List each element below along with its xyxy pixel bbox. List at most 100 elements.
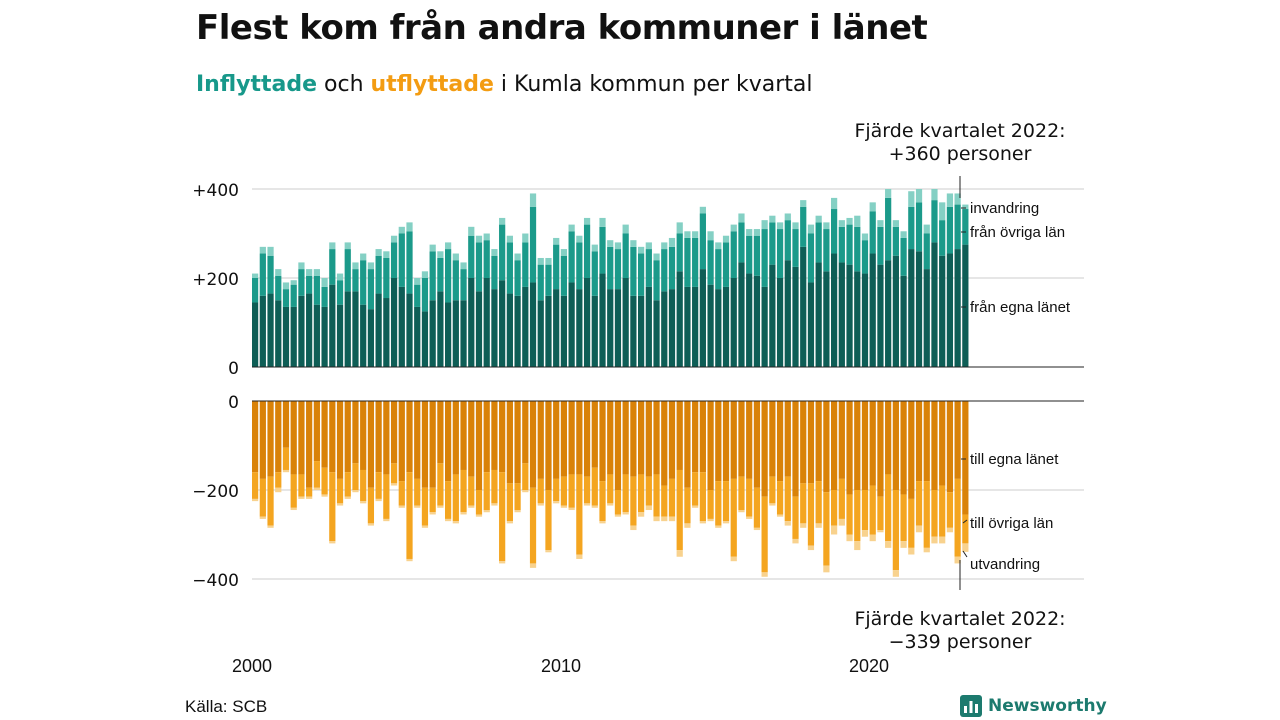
bar-outflow-other-counties (946, 492, 954, 528)
bar-outflow-emigration (915, 525, 923, 533)
bar-outflow-emigration (776, 514, 784, 517)
bar-inflow-immigration (769, 215, 776, 223)
bar-inflow-immigration (638, 246, 645, 254)
bar-inflow-own-county (252, 302, 259, 367)
bar-inflow-other-counties (861, 240, 869, 274)
bar-outflow-other-counties (429, 487, 436, 513)
bar-outflow-other-counties (553, 478, 560, 502)
bar-inflow-other-counties (653, 260, 660, 301)
bar-outflow-own-county (367, 401, 375, 488)
bar-inflow-other-counties (406, 231, 413, 294)
bar-inflow-own-county (491, 289, 498, 367)
bar-outflow-other-counties (800, 483, 807, 524)
bar-outflow-other-counties (321, 467, 328, 495)
bar-outflow-other-counties (259, 478, 266, 517)
bar-outflow-other-counties (522, 463, 529, 490)
bar-inflow-immigration (414, 278, 421, 285)
bar-inflow-own-county (638, 295, 645, 367)
bar-inflow-own-county (962, 244, 969, 367)
bar-inflow-immigration (290, 280, 297, 285)
chart-subtitle: Inflyttade och utflyttade i Kumla kommun… (196, 72, 813, 97)
bar-inflow-immigration (807, 224, 815, 234)
bar-inflow-own-county (553, 289, 560, 367)
bar-inflow-immigration (915, 189, 923, 203)
bar-inflow-immigration (661, 242, 668, 250)
bar-inflow-own-county (545, 295, 552, 367)
bar-inflow-other-counties (769, 222, 776, 265)
bar-outflow-emigration (576, 554, 583, 559)
bar-inflow-own-county (383, 298, 390, 367)
bar-outflow-own-county (313, 401, 320, 462)
bar-outflow-other-counties (738, 476, 745, 511)
bar-inflow-immigration (460, 262, 467, 270)
bar-inflow-own-county (259, 295, 266, 367)
bar-inflow-other-counties (738, 222, 745, 263)
bar-inflow-immigration (645, 242, 652, 250)
bar-outflow-emigration (537, 503, 544, 506)
bar-inflow-immigration (962, 204, 969, 210)
bar-outflow-other-counties (252, 472, 259, 499)
bar-outflow-own-county (792, 401, 799, 497)
bar-inflow-own-county (390, 278, 398, 367)
bar-inflow-own-county (831, 253, 838, 367)
bar-inflow-own-county (792, 266, 799, 367)
bar-outflow-other-counties (545, 490, 552, 551)
bar-outflow-emigration (931, 536, 938, 544)
bar-outflow-emigration (846, 534, 853, 542)
bar-inflow-immigration (429, 244, 436, 252)
bar-inflow-other-counties (746, 235, 753, 274)
bar-inflow-immigration (306, 269, 313, 276)
bar-inflow-immigration (452, 253, 459, 261)
x-tick-2020: 2020 (849, 656, 889, 676)
bar-inflow-own-county (661, 291, 668, 367)
outflow-bars (252, 401, 969, 577)
bar-inflow-immigration (529, 193, 537, 207)
bar-outflow-other-counties (506, 483, 513, 522)
bar-inflow-own-county (306, 293, 313, 367)
inflow-bars (252, 189, 969, 367)
bar-outflow-own-county (815, 401, 822, 482)
bar-inflow-other-counties (375, 255, 382, 294)
bar-outflow-emigration (823, 565, 830, 573)
bar-inflow-own-county (753, 275, 761, 367)
bar-inflow-other-counties (313, 275, 320, 305)
bar-outflow-other-counties (668, 478, 676, 517)
bar-outflow-own-county (591, 401, 598, 468)
label-outflow-own-county: till egna länet (970, 451, 1059, 468)
bar-inflow-immigration (668, 237, 676, 247)
bar-inflow-own-county (329, 284, 336, 367)
bar-outflow-own-county (259, 401, 266, 479)
bar-inflow-other-counties (800, 206, 807, 247)
bar-inflow-immigration (676, 222, 683, 234)
bar-outflow-emigration (892, 570, 899, 577)
bar-outflow-emigration (336, 503, 344, 506)
bar-inflow-own-county (321, 306, 328, 367)
bar-inflow-own-county (282, 306, 290, 367)
bar-outflow-other-counties (769, 476, 776, 504)
bar-outflow-other-counties (352, 463, 359, 490)
bar-inflow-immigration (344, 242, 351, 250)
bar-inflow-immigration (506, 235, 513, 243)
bar-inflow-immigration (591, 244, 598, 252)
bar-outflow-own-county (738, 401, 745, 477)
bar-inflow-own-county (815, 262, 822, 367)
bar-outflow-own-county (722, 401, 730, 482)
bar-outflow-emigration (445, 518, 452, 522)
bar-inflow-immigration (445, 242, 452, 250)
label-inflow-own-county: från egna länet (970, 299, 1071, 316)
bar-outflow-other-counties (282, 447, 290, 470)
label-outflow-other-counties: till övriga län (970, 515, 1053, 532)
bar-inflow-own-county (738, 262, 745, 367)
bar-outflow-other-counties (267, 476, 274, 526)
bar-inflow-immigration (931, 189, 938, 201)
bar-outflow-other-counties (560, 476, 568, 506)
y-tick-top-400: +400 (192, 181, 239, 201)
bar-inflow-own-county (622, 278, 629, 367)
bar-outflow-own-county (954, 401, 961, 479)
bar-inflow-own-county (529, 282, 537, 367)
bar-inflow-own-county (915, 251, 923, 367)
bar-outflow-other-counties (499, 472, 506, 562)
bar-outflow-emigration (414, 505, 421, 508)
bar-outflow-emigration (506, 521, 513, 524)
bar-inflow-other-counties (306, 275, 313, 294)
